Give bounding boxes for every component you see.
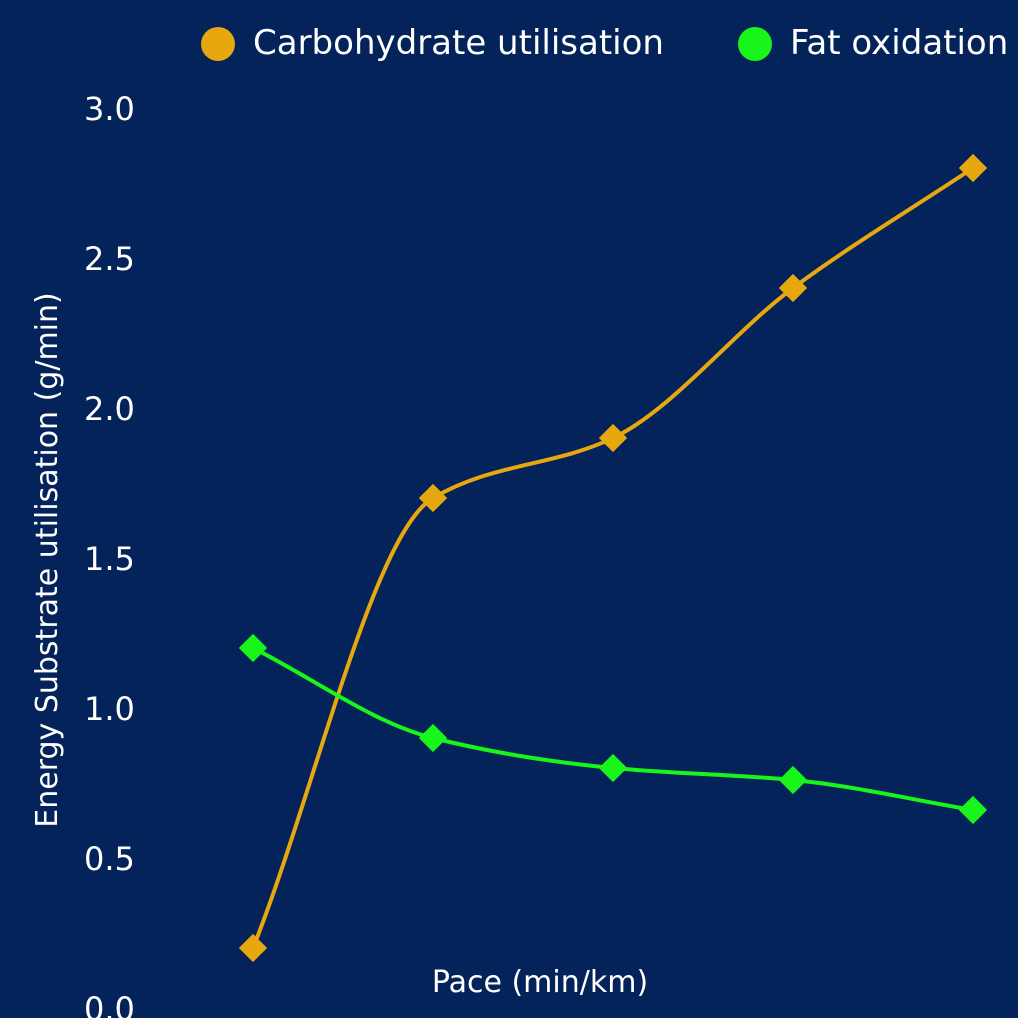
carbohydrate-point-1[interactable]: [238, 933, 268, 963]
y-tick-label-5: 2.5: [84, 240, 135, 278]
fat-oxidation-point-5[interactable]: [958, 795, 988, 825]
y-axis: 0.0 0.5 1.0 1.5 2.0 2.5 3.0: [84, 90, 135, 1018]
legend-swatch-carbohydrate: [201, 27, 235, 61]
legend-item-carbohydrate[interactable]: Carbohydrate utilisation: [201, 23, 664, 63]
carbohydrate-line: [251, 166, 975, 950]
y-tick-label-6: 3.0: [84, 90, 135, 128]
fat-oxidation-point-4[interactable]: [778, 765, 808, 795]
fat-oxidation-point-3[interactable]: [598, 753, 628, 783]
y-tick-label-4: 2.0: [84, 390, 135, 428]
y-tick-label-2: 1.0: [84, 690, 135, 728]
carbohydrate-point-3[interactable]: [598, 423, 628, 453]
legend: Carbohydrate utilisation Fat oxidation: [201, 23, 1008, 63]
legend-label-carbohydrate: Carbohydrate utilisation: [253, 23, 664, 63]
series-carbohydrate: [238, 153, 988, 963]
legend-label-fat: Fat oxidation: [790, 23, 1008, 63]
legend-item-fat[interactable]: Fat oxidation: [738, 23, 1008, 63]
y-tick-label-1: 0.5: [84, 840, 135, 878]
series-fat: [238, 633, 988, 825]
fat-oxidation-line: [251, 646, 975, 812]
carbohydrate-point-4[interactable]: [778, 273, 808, 303]
y-axis-label: Energy Substrate utilisation (g/min): [30, 292, 65, 827]
carbohydrate-point-5[interactable]: [958, 153, 988, 183]
fat-oxidation-point-2[interactable]: [418, 723, 448, 753]
legend-swatch-fat: [738, 27, 772, 61]
fat-oxidation-point-1[interactable]: [238, 633, 268, 663]
y-tick-label-3: 1.5: [84, 540, 135, 578]
carbohydrate-point-2[interactable]: [418, 483, 448, 513]
x-axis-label: Pace (min/km): [432, 965, 648, 1000]
y-tick-label-0: 0.0: [84, 990, 135, 1018]
